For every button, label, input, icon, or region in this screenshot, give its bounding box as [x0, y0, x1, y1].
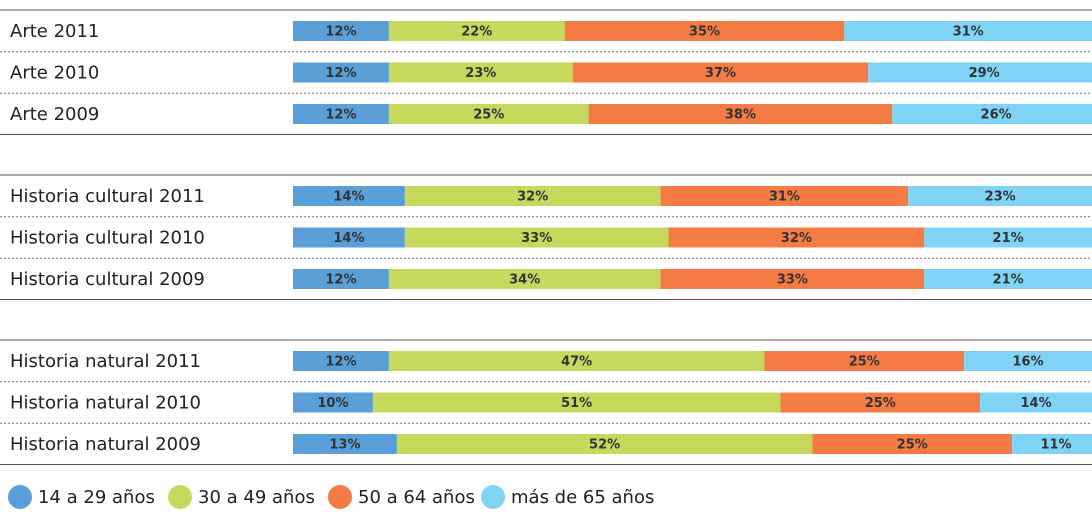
bar-segment	[660, 186, 909, 206]
bar-segment	[293, 104, 389, 124]
value-label: 11%	[1040, 438, 1071, 453]
value-label: 23%	[985, 190, 1016, 205]
bar-segment	[924, 227, 1092, 248]
category-label: Arte 2009	[10, 104, 99, 125]
value-label: 14%	[1021, 396, 1052, 411]
value-label: 16%	[1013, 355, 1044, 370]
bar-segment	[588, 104, 893, 124]
value-label: 33%	[521, 231, 552, 246]
category-label: Historia natural 2010	[10, 393, 201, 414]
legend-label: 14 a 29 años	[38, 487, 155, 508]
bar-segment	[908, 186, 1092, 206]
legend-label: 50 a 64 años	[358, 487, 475, 508]
bar-segment	[564, 21, 845, 41]
value-label: 14%	[333, 231, 364, 246]
value-label: 38%	[725, 108, 756, 123]
bar-segment	[572, 62, 869, 83]
bar-segment	[660, 269, 925, 289]
value-label: 35%	[689, 25, 720, 40]
bar-segment	[924, 269, 1092, 289]
bar-segment	[844, 21, 1092, 41]
value-label: 25%	[897, 438, 928, 453]
bar-segment	[372, 392, 781, 413]
value-label: 25%	[473, 108, 504, 123]
value-label: 25%	[865, 396, 896, 411]
value-label: 25%	[849, 355, 880, 370]
bar-segment	[396, 434, 813, 454]
value-label: 14%	[333, 190, 364, 205]
value-label: 31%	[953, 25, 984, 40]
value-label: 29%	[969, 66, 1000, 81]
value-label: 12%	[325, 355, 356, 370]
bar-segment	[780, 392, 981, 413]
value-label: 13%	[329, 438, 360, 453]
legend-swatch	[481, 485, 505, 509]
value-label: 12%	[325, 25, 356, 40]
bar-segment	[812, 434, 1013, 454]
category-label: Historia natural 2009	[10, 434, 201, 455]
value-label: 52%	[589, 438, 620, 453]
category-label: Historia cultural 2010	[10, 228, 205, 249]
bar-segment	[668, 227, 925, 248]
bar-segment	[293, 434, 397, 454]
value-label: 32%	[781, 231, 812, 246]
bar-segment	[404, 186, 661, 206]
legend-swatch	[168, 485, 192, 509]
bar-segment	[388, 269, 661, 289]
value-label: 32%	[517, 190, 548, 205]
legend-label: más de 65 años	[511, 487, 654, 508]
value-label: 47%	[561, 355, 592, 370]
value-label: 10%	[317, 396, 348, 411]
value-label: 22%	[461, 25, 492, 40]
bar-segment	[293, 62, 389, 83]
value-label: 26%	[981, 108, 1012, 123]
value-label: 34%	[509, 273, 540, 288]
bar-segment	[892, 104, 1092, 124]
bar-segment	[293, 21, 389, 41]
bar-segment	[388, 62, 573, 83]
value-label: 21%	[993, 231, 1024, 246]
value-label: 12%	[325, 108, 356, 123]
bar-segment	[293, 392, 373, 413]
bar-segment	[404, 227, 669, 248]
value-label: 21%	[993, 273, 1024, 288]
value-label: 12%	[325, 273, 356, 288]
value-label: 31%	[769, 190, 800, 205]
bar-segment	[868, 62, 1092, 83]
category-label: Arte 2010	[10, 63, 99, 84]
bar-segment	[980, 392, 1092, 413]
value-label: 23%	[465, 66, 496, 81]
bar-segment	[964, 351, 1092, 371]
value-label: 33%	[777, 273, 808, 288]
category-label: Historia natural 2011	[10, 351, 201, 372]
legend-swatch	[8, 485, 32, 509]
bar-segment	[388, 21, 565, 41]
legend-label: 30 a 49 años	[198, 487, 315, 508]
bar-segment	[764, 351, 965, 371]
value-label: 37%	[705, 66, 736, 81]
category-label: Historia cultural 2009	[10, 269, 205, 290]
value-label: 51%	[561, 396, 592, 411]
bar-segment	[293, 227, 405, 248]
category-label: Arte 2011	[10, 21, 99, 42]
value-label: 12%	[325, 66, 356, 81]
bar-segment	[293, 269, 389, 289]
bar-segment	[293, 186, 405, 206]
bar-segment	[388, 351, 765, 371]
category-label: Historia cultural 2011	[10, 186, 205, 207]
bar-segment	[388, 104, 589, 124]
legend-swatch	[328, 485, 352, 509]
bar-segment	[293, 351, 389, 371]
bar-segment	[1012, 434, 1092, 454]
